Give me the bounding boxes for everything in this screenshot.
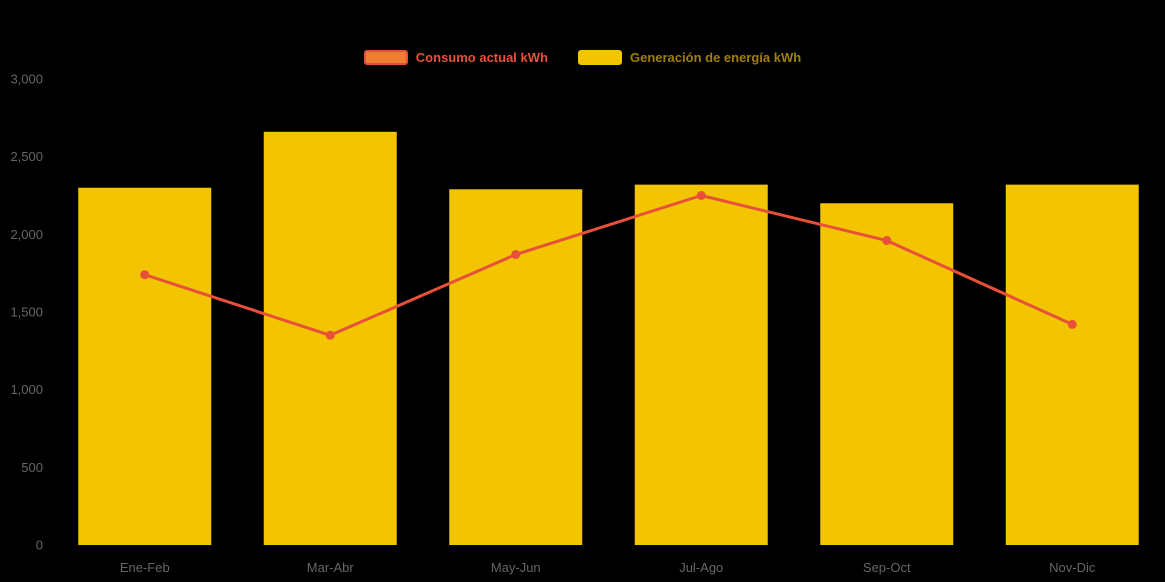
generacion-bar-Nov-Dic[interactable]	[1005, 184, 1139, 546]
y-tick-label: 3,000	[10, 72, 43, 87]
x-tick-label: May-Jun	[491, 560, 541, 575]
x-tick-label: Mar-Abr	[307, 560, 355, 575]
consumo-marker-Sep-Oct[interactable]	[882, 236, 892, 246]
consumo-marker-May-Jun[interactable]	[511, 250, 521, 260]
x-tick-label: Sep-Oct	[863, 560, 911, 575]
generacion-bar-Sep-Oct[interactable]	[820, 203, 954, 545]
consumo-marker-Nov-Dic[interactable]	[1067, 319, 1077, 329]
legend-label-consumo: Consumo actual kWh	[415, 50, 548, 65]
y-tick-label: 0	[36, 538, 43, 553]
generacion-bar-Ene-Feb[interactable]	[78, 187, 212, 545]
y-tick-label: 1,500	[10, 305, 43, 320]
consumo-line	[143, 194, 1074, 337]
x-tick-label: Jul-Ago	[679, 560, 723, 575]
generacion-series-swatch-icon	[577, 50, 622, 65]
chart-legend: Consumo actual kWh Generación de energía…	[0, 50, 1165, 65]
y-tick-label: 1,000	[10, 382, 43, 397]
x-tick-label: Ene-Feb	[120, 560, 170, 575]
y-tick-label: 2,000	[10, 227, 43, 242]
consumo-marker-Jul-Ago[interactable]	[696, 191, 706, 200]
legend-label-generacion: Generación de energía kWh	[629, 50, 802, 65]
consumo-series-swatch-icon	[363, 50, 408, 65]
x-tick-label: Nov-Dic	[1049, 560, 1096, 575]
legend-item-consumo[interactable]: Consumo actual kWh	[363, 50, 548, 65]
y-tick-label: 500	[21, 460, 43, 475]
consumo-marker-Ene-Feb[interactable]	[140, 270, 150, 280]
generacion-bar-May-Jun[interactable]	[449, 189, 583, 545]
consumo-marker-Mar-Abr[interactable]	[325, 330, 335, 340]
generacion-bar-Jul-Ago[interactable]	[634, 184, 768, 546]
legend-item-generacion[interactable]: Generación de energía kWh	[577, 50, 802, 65]
y-tick-label: 2,500	[10, 149, 43, 164]
